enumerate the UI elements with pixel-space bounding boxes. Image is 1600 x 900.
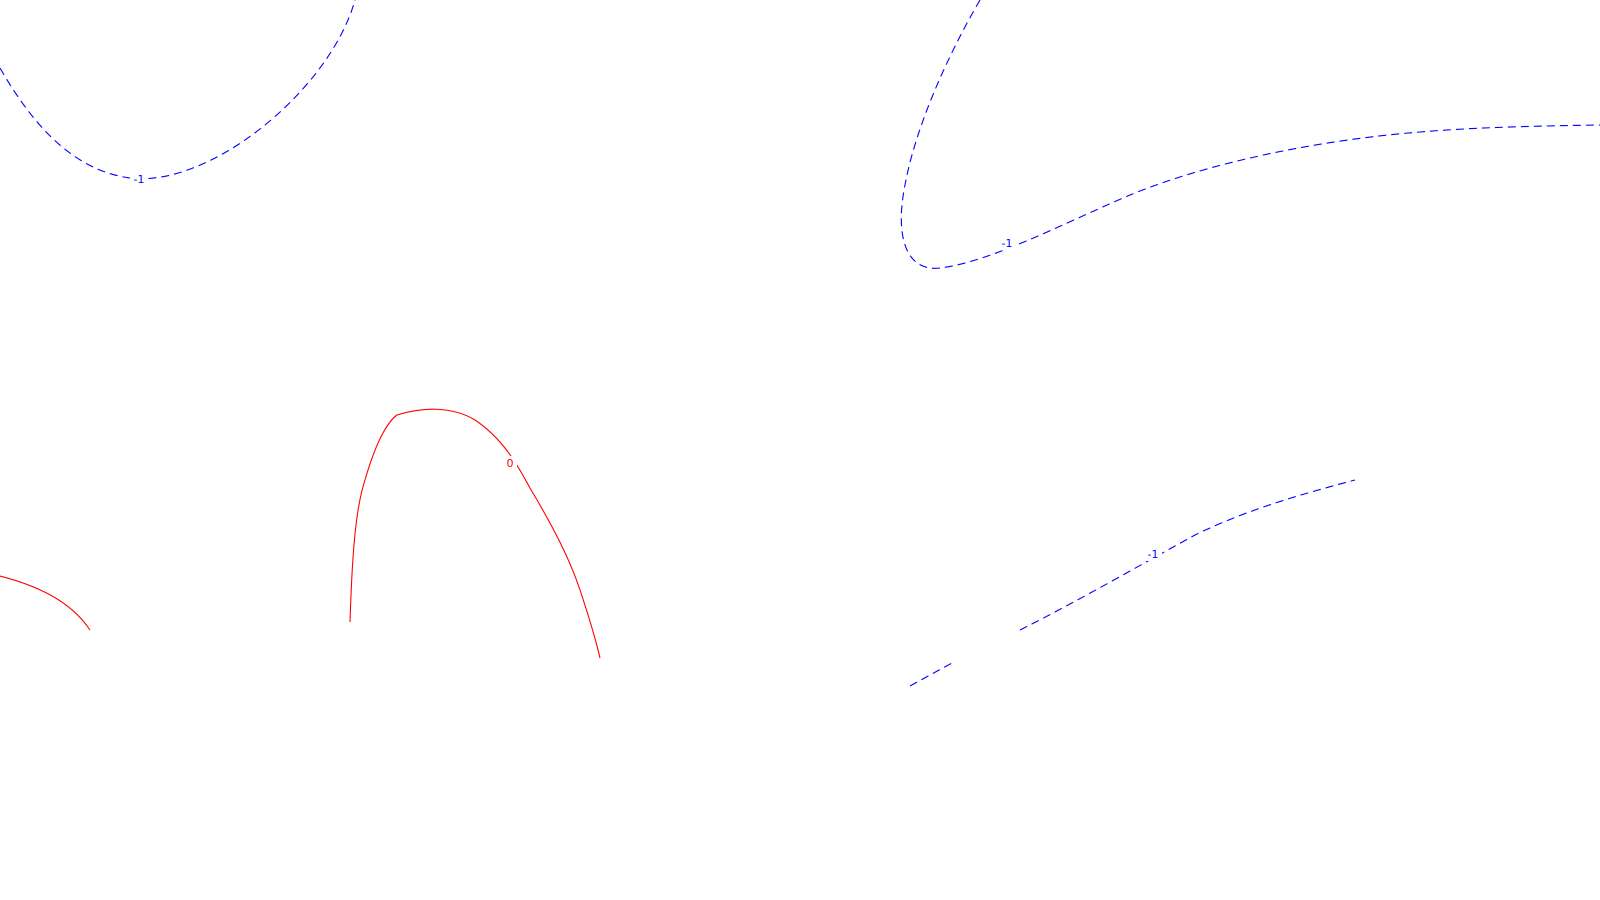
contour-label-top-left: -1 bbox=[134, 173, 145, 186]
label-background-top-left bbox=[130, 172, 148, 186]
contour-line-negative-top-right bbox=[900, 0, 1600, 269]
contour-label-top-right: -1 bbox=[1002, 237, 1013, 250]
contour-line-negative-fragment bbox=[909, 662, 953, 687]
contour-line-negative-top-left bbox=[0, 0, 356, 180]
label-background-lower-right bbox=[1144, 547, 1162, 561]
contour-line-negative-lower-right bbox=[1019, 479, 1356, 631]
contour-label-center: 0 bbox=[507, 457, 514, 470]
label-background-top-right bbox=[998, 236, 1016, 250]
contour-label-lower-right: -1 bbox=[1148, 548, 1159, 561]
contour-line-zero-center bbox=[349, 408, 601, 659]
label-background-center bbox=[503, 456, 517, 470]
contour-line-zero-lower-left bbox=[0, 575, 91, 631]
